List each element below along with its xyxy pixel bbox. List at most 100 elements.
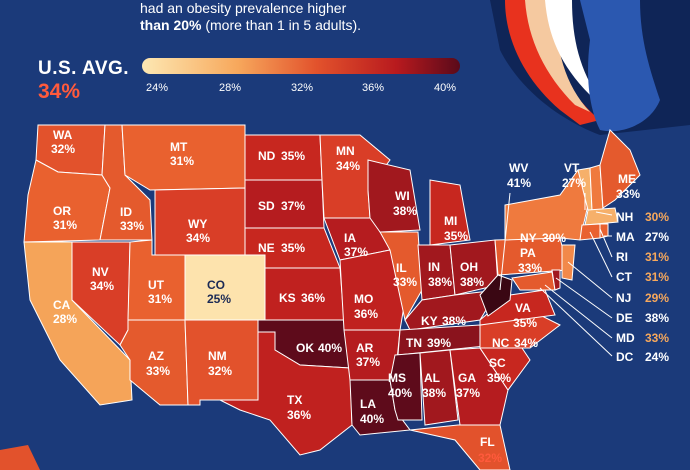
state-AL — [419, 349, 459, 426]
side-label-NJ-code: NJ — [616, 291, 631, 305]
side-label-RI-code: RI — [616, 250, 628, 264]
state-CO — [184, 254, 266, 321]
label-NY-code: NY — [520, 231, 537, 245]
label-OH-value: 38% — [460, 275, 484, 289]
label-OK-code: OK — [296, 341, 314, 355]
label-MN-value: 34% — [336, 159, 360, 173]
state-WV — [479, 274, 513, 317]
label-WA-value: 32% — [51, 142, 75, 156]
label-ME-code: ME — [618, 172, 636, 186]
label-OR-value: 31% — [53, 218, 77, 232]
label-WI-code: WI — [395, 189, 410, 203]
state-MI — [429, 179, 471, 246]
side-label-NJ-value: 29% — [645, 291, 669, 305]
label-AR-code: AR — [356, 341, 374, 355]
legend-gradient-bar — [142, 58, 460, 74]
label-GA-value: 37% — [456, 386, 480, 400]
side-label-DE-code: DE — [616, 311, 633, 325]
label-CA-code: CA — [53, 298, 71, 312]
label-LA-code: LA — [360, 397, 376, 411]
label-SC-code: SC — [489, 356, 506, 370]
label-MT-code: MT — [170, 140, 188, 154]
label-CA-value: 28% — [53, 312, 77, 326]
label-MT-value: 31% — [170, 154, 194, 168]
label-MI-value: 35% — [444, 229, 468, 243]
side-label-MA-value: 27% — [645, 230, 669, 244]
side-label-NH-value: 30% — [645, 210, 669, 224]
side-label-NH-code: NH — [616, 210, 633, 224]
label-WA-code: WA — [53, 128, 73, 142]
label-SC-value: 35% — [487, 371, 511, 385]
label-VT-value: 27% — [562, 176, 586, 190]
label-AR-value: 37% — [356, 355, 380, 369]
header-line-2: than 20% (more than 1 in 5 adults). — [140, 17, 361, 34]
state-NY — [504, 168, 589, 241]
label-OH-code: OH — [460, 260, 478, 274]
label-PA-value: 33% — [518, 261, 542, 275]
label-ID-code: ID — [120, 205, 132, 219]
side-label-MD-value: 33% — [645, 331, 669, 345]
side-label-DC-value: 24% — [645, 350, 669, 364]
label-SD-value: 37% — [281, 199, 305, 213]
label-PA-code: PA — [520, 246, 536, 260]
legend-tick: 40% — [433, 82, 457, 94]
label-NV-code: NV — [92, 265, 109, 279]
us-average-value: 34% — [38, 80, 81, 103]
label-IN-value: 38% — [428, 275, 452, 289]
label-KY-value: 38% — [442, 314, 466, 328]
side-label-DE-value: 38% — [645, 311, 669, 325]
label-VA-value: 35% — [513, 316, 537, 330]
label-OK-value: 40% — [318, 341, 342, 355]
legend-tick: 32% — [290, 82, 314, 94]
state-GA — [449, 347, 509, 426]
illustration-graphic — [490, 0, 690, 135]
state-AK-partial — [0, 445, 40, 470]
label-KS-code: KS — [279, 291, 296, 305]
label-FL-code: FL — [480, 435, 495, 449]
label-IA-code: IA — [344, 231, 356, 245]
legend-tick: 36% — [361, 82, 385, 94]
label-TN-value: 39% — [427, 336, 451, 350]
header-text: had an obesity prevalence higher than 20… — [140, 0, 361, 34]
label-MN-code: MN — [336, 144, 355, 158]
header-line-1: had an obesity prevalence higher — [140, 0, 347, 16]
label-WY-value: 34% — [186, 231, 210, 245]
state-MA — [584, 207, 619, 226]
label-WV-value: 41% — [507, 176, 531, 190]
label-WV-code: WV — [509, 161, 528, 175]
label-NE-code: NE — [258, 241, 275, 255]
side-label-MD-code: MD — [616, 331, 635, 345]
label-AZ-code: AZ — [148, 349, 164, 363]
label-FL-value: 32% — [478, 451, 502, 465]
label-KS-value: 36% — [301, 291, 325, 305]
label-SD-code: SD — [258, 199, 275, 213]
label-UT-value: 31% — [148, 292, 172, 306]
label-IN-code: IN — [428, 260, 440, 274]
label-GA-code: GA — [458, 371, 476, 385]
label-NE-value: 35% — [281, 241, 305, 255]
label-IA-value: 37% — [344, 245, 368, 259]
label-IL-value: 33% — [393, 275, 417, 289]
label-WI-value: 38% — [393, 204, 417, 218]
state-IL — [379, 231, 423, 322]
label-NY-value: 30% — [542, 231, 566, 245]
state-FL — [409, 424, 511, 470]
state-WI — [367, 159, 421, 233]
label-MI-code: MI — [444, 214, 457, 228]
label-KY-code: KY — [421, 314, 438, 328]
label-AL-code: AL — [424, 371, 440, 385]
label-UT-code: UT — [148, 278, 165, 292]
label-LA-value: 40% — [360, 412, 384, 426]
label-AL-value: 38% — [422, 386, 446, 400]
label-MO-code: MO — [354, 292, 373, 306]
side-labels: NH 30% MA 27% RI 31% CT 31% NJ 29% DE 38… — [616, 210, 669, 364]
header-line-2-rest: (more than 1 in 5 adults). — [201, 17, 361, 33]
label-VT-code: VT — [564, 161, 580, 175]
legend-tick: 28% — [218, 82, 242, 94]
label-NC-value: 34% — [514, 336, 538, 350]
label-NC-code: NC — [492, 336, 510, 350]
legend-tick: 24% — [145, 82, 169, 94]
label-NM-value: 32% — [208, 364, 232, 378]
label-MO-value: 36% — [354, 307, 378, 321]
